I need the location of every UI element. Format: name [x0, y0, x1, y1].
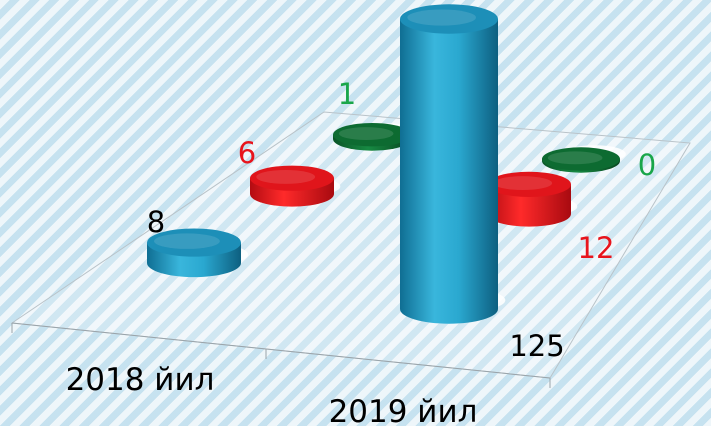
- bar-cylinder: [400, 4, 506, 324]
- data-label: 1: [338, 77, 356, 111]
- data-label: 12: [578, 231, 615, 265]
- category-label: 2019 йил: [329, 394, 478, 426]
- category-label: 2018 йил: [66, 362, 215, 398]
- bar-cylinder: [333, 122, 417, 151]
- x-axis-line: [11, 322, 551, 379]
- data-label: 125: [509, 329, 564, 363]
- bar-cylinder: [250, 165, 341, 207]
- bar-cylinder: [487, 171, 578, 227]
- bar-cylinder: [542, 145, 626, 173]
- data-label: 0: [638, 148, 656, 182]
- bar-cylinder: [147, 228, 249, 278]
- data-label: 6: [238, 136, 256, 170]
- data-label: 8: [147, 205, 165, 239]
